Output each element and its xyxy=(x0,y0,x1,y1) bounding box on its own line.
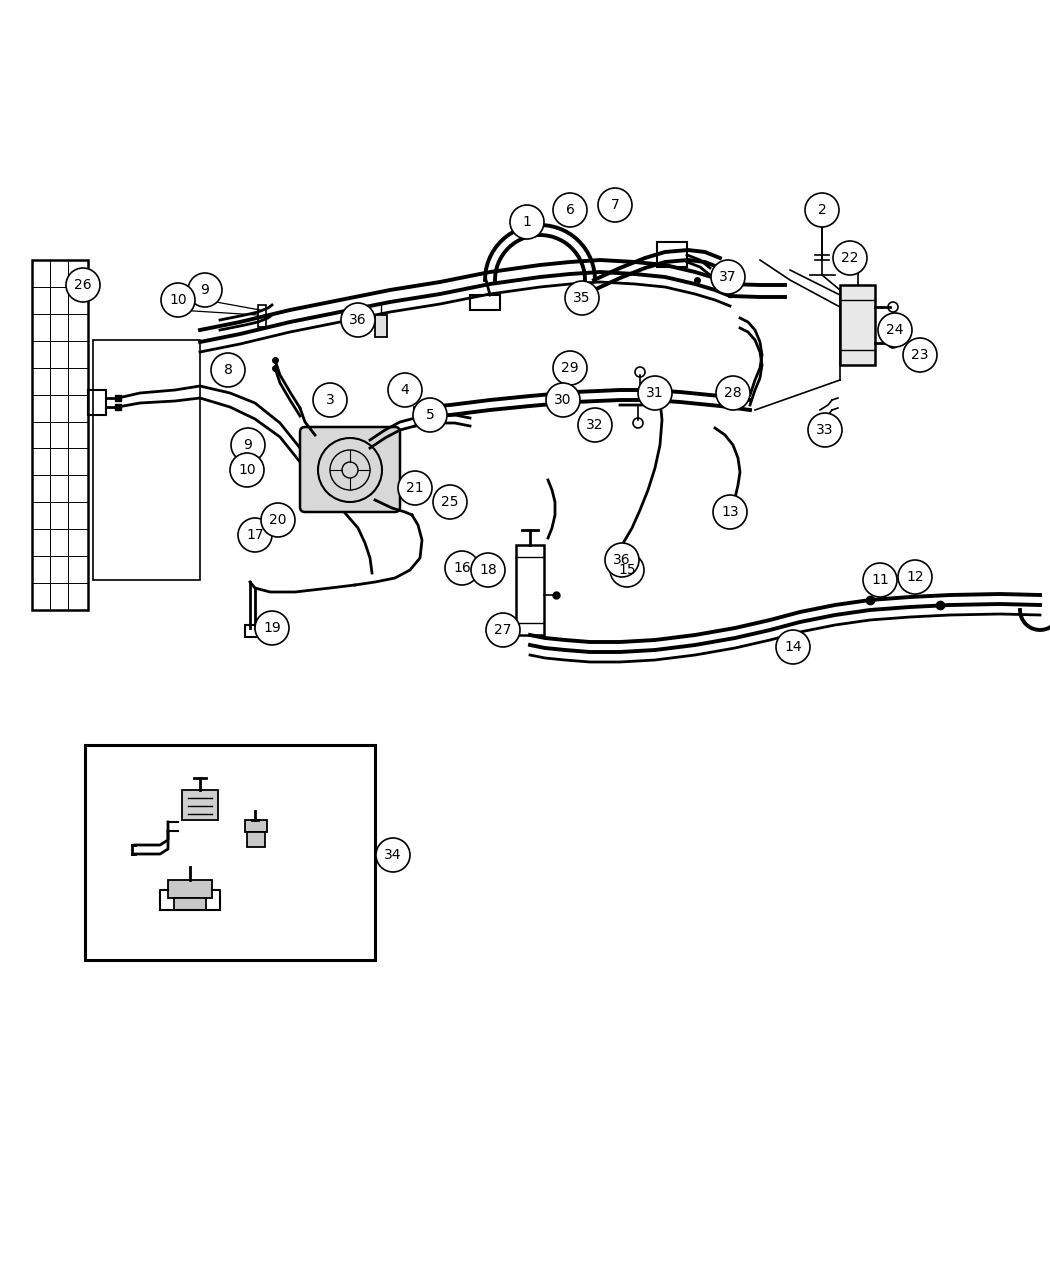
Circle shape xyxy=(341,303,375,337)
Circle shape xyxy=(903,338,937,372)
Circle shape xyxy=(833,241,867,275)
Circle shape xyxy=(445,551,479,585)
Text: 33: 33 xyxy=(816,423,834,437)
Circle shape xyxy=(255,611,289,645)
Circle shape xyxy=(413,398,447,432)
Circle shape xyxy=(776,630,810,664)
Circle shape xyxy=(713,495,747,529)
Text: 35: 35 xyxy=(573,291,591,305)
Bar xyxy=(32,260,88,609)
Circle shape xyxy=(510,205,544,238)
Bar xyxy=(516,544,544,635)
Text: 4: 4 xyxy=(401,382,410,397)
Text: 8: 8 xyxy=(224,363,232,377)
Text: 15: 15 xyxy=(618,564,636,578)
Text: 25: 25 xyxy=(441,495,459,509)
Text: 21: 21 xyxy=(406,481,424,495)
Circle shape xyxy=(238,518,272,552)
Text: 5: 5 xyxy=(425,408,435,422)
Circle shape xyxy=(878,312,912,347)
Circle shape xyxy=(230,453,264,487)
Bar xyxy=(375,315,387,337)
Circle shape xyxy=(66,268,100,302)
Circle shape xyxy=(605,543,639,578)
Circle shape xyxy=(565,280,598,315)
Circle shape xyxy=(610,553,644,586)
Text: 16: 16 xyxy=(454,561,470,575)
Bar xyxy=(470,295,500,310)
Circle shape xyxy=(546,382,580,417)
Text: 22: 22 xyxy=(841,251,859,265)
Text: 36: 36 xyxy=(350,312,366,326)
Text: 9: 9 xyxy=(201,283,209,297)
Text: 18: 18 xyxy=(479,564,497,578)
Circle shape xyxy=(433,484,467,519)
Text: 19: 19 xyxy=(264,621,281,635)
Circle shape xyxy=(863,564,897,597)
Circle shape xyxy=(553,193,587,227)
Bar xyxy=(85,745,375,960)
Bar xyxy=(245,820,267,833)
Text: 28: 28 xyxy=(724,386,741,400)
Text: 20: 20 xyxy=(269,513,287,527)
Text: 13: 13 xyxy=(721,505,739,519)
Circle shape xyxy=(211,353,245,388)
Circle shape xyxy=(261,504,295,537)
Circle shape xyxy=(716,376,750,411)
Circle shape xyxy=(161,283,195,317)
Text: 23: 23 xyxy=(911,348,929,362)
Circle shape xyxy=(231,428,265,462)
Text: 34: 34 xyxy=(384,848,402,862)
Text: 29: 29 xyxy=(561,361,579,375)
Text: 26: 26 xyxy=(75,278,91,292)
Circle shape xyxy=(486,613,520,646)
Circle shape xyxy=(398,470,432,505)
Text: 30: 30 xyxy=(554,393,572,407)
Circle shape xyxy=(578,408,612,442)
Text: 27: 27 xyxy=(495,623,511,638)
Bar xyxy=(88,390,106,414)
Bar xyxy=(168,880,212,898)
Circle shape xyxy=(553,351,587,385)
FancyBboxPatch shape xyxy=(300,427,400,513)
Circle shape xyxy=(313,382,346,417)
Circle shape xyxy=(638,376,672,411)
Text: 3: 3 xyxy=(326,393,334,407)
Circle shape xyxy=(808,413,842,448)
Text: 31: 31 xyxy=(646,386,664,400)
Circle shape xyxy=(598,187,632,222)
Bar xyxy=(247,833,265,847)
Text: 10: 10 xyxy=(238,463,256,477)
Text: 17: 17 xyxy=(246,528,264,542)
Text: 32: 32 xyxy=(586,418,604,432)
Text: 37: 37 xyxy=(719,270,737,284)
Circle shape xyxy=(471,553,505,586)
Bar xyxy=(258,305,266,326)
Bar xyxy=(840,286,875,365)
Text: 2: 2 xyxy=(818,203,826,217)
Bar xyxy=(245,625,265,638)
Text: 7: 7 xyxy=(611,198,619,212)
Text: 12: 12 xyxy=(906,570,924,584)
Text: 1: 1 xyxy=(523,215,531,230)
Text: 11: 11 xyxy=(872,572,889,586)
Circle shape xyxy=(388,374,422,407)
Bar xyxy=(174,898,206,910)
Text: 14: 14 xyxy=(784,640,802,654)
Circle shape xyxy=(898,560,932,594)
Text: 24: 24 xyxy=(886,323,904,337)
Circle shape xyxy=(188,273,222,307)
Bar xyxy=(182,790,218,820)
Text: 10: 10 xyxy=(169,293,187,307)
Circle shape xyxy=(376,838,410,872)
Text: 36: 36 xyxy=(613,553,631,567)
Bar xyxy=(657,242,687,266)
Text: 9: 9 xyxy=(244,439,252,453)
Circle shape xyxy=(805,193,839,227)
Circle shape xyxy=(711,260,745,295)
Text: 6: 6 xyxy=(566,203,574,217)
